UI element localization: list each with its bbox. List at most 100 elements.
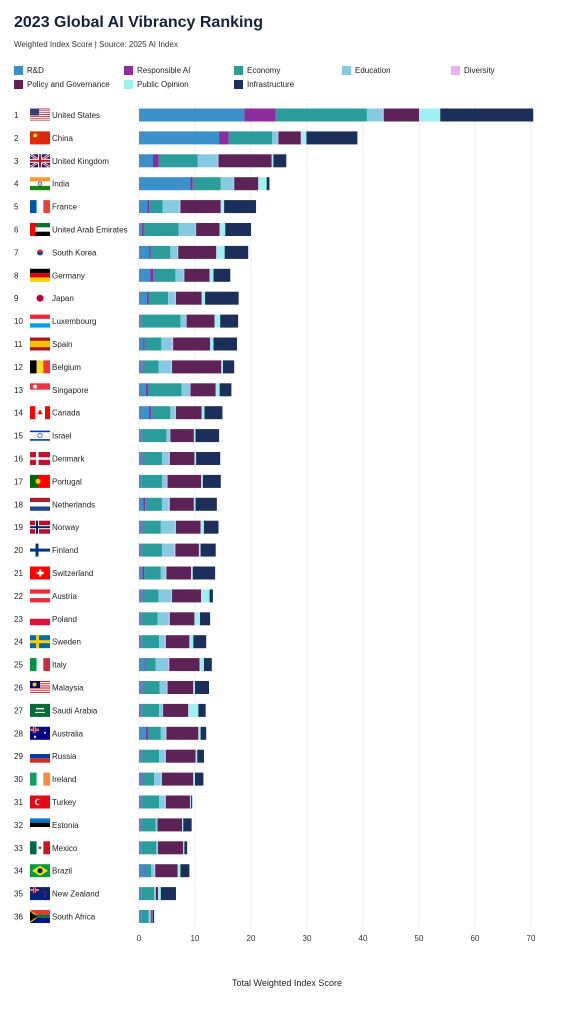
rank-label: 27 <box>14 706 23 715</box>
bar-segment <box>178 245 217 259</box>
legend-item: Diversity <box>451 66 495 75</box>
bar-segment <box>244 108 276 122</box>
bar-segment <box>141 841 142 855</box>
bar-segment <box>142 452 143 465</box>
bar-segment <box>139 337 144 351</box>
bar-segment <box>168 612 170 626</box>
bar-segment <box>198 726 201 740</box>
bar-segment <box>159 749 165 763</box>
flag-part <box>30 758 50 763</box>
x-axis-label: Total Weighted Index Score <box>232 978 342 988</box>
bar-segment <box>158 841 184 855</box>
flag-part <box>30 340 50 348</box>
bar-segment <box>139 177 191 191</box>
bar-segment <box>258 177 267 191</box>
bar-segment <box>218 154 272 168</box>
bar-segment <box>166 566 192 580</box>
bar-segment <box>139 887 142 901</box>
bar-segment <box>139 383 146 397</box>
bar-segment <box>170 245 178 259</box>
flag-part <box>43 658 50 672</box>
bar-segment <box>199 658 204 672</box>
rank-label: 7 <box>14 248 19 257</box>
bar-segment <box>191 566 193 580</box>
bar-segment <box>139 543 142 557</box>
flag-part <box>30 177 50 182</box>
flag-part <box>30 598 50 603</box>
bar-segment <box>168 291 175 305</box>
bar-segment <box>139 658 145 672</box>
country-label: Italy <box>52 661 67 670</box>
bar-segment <box>145 658 156 672</box>
flag-part <box>30 181 50 186</box>
bar-segment <box>165 635 190 649</box>
rank-label: 20 <box>14 546 23 555</box>
bar-segment <box>156 818 158 832</box>
bar-segment <box>139 268 151 282</box>
bar-segment <box>194 452 197 465</box>
flag-part <box>44 895 46 897</box>
bar-segment <box>139 474 142 488</box>
bar-segment <box>139 154 153 168</box>
x-tick-label: 40 <box>359 934 368 943</box>
rank-label: 25 <box>14 661 23 670</box>
flag-part <box>30 273 50 278</box>
bar-segment <box>190 383 216 397</box>
bar-segment <box>161 772 194 786</box>
flag-part <box>43 200 50 214</box>
bar-segment <box>224 200 257 214</box>
bar-segment <box>161 452 169 465</box>
bar-segment <box>233 177 235 191</box>
bar-segment <box>139 612 142 626</box>
bar-segment <box>142 681 160 694</box>
bar-segment <box>195 223 197 236</box>
bar-segment <box>139 360 143 374</box>
flag-part <box>30 113 50 115</box>
bar-segment <box>200 520 204 534</box>
legend-label: Infrastructure <box>247 80 295 89</box>
bar-segment <box>150 268 153 282</box>
bar-segment <box>225 223 251 236</box>
bar-segment <box>201 406 205 420</box>
bar-segment <box>201 589 210 603</box>
bar-segment <box>192 566 216 580</box>
bar-segment <box>142 612 158 626</box>
bar-segment <box>147 726 161 740</box>
rank-label: 3 <box>14 157 19 166</box>
bar-segment <box>139 429 142 443</box>
rank-label: 28 <box>14 729 23 738</box>
rank-label: 31 <box>14 798 23 807</box>
bar-segment <box>139 314 141 328</box>
bar-segment <box>165 795 190 809</box>
bar-segment <box>382 108 384 122</box>
bar-segment <box>192 177 221 191</box>
bar-segment <box>183 268 185 282</box>
country-label: Netherlands <box>52 500 95 509</box>
bar-segment <box>150 910 152 923</box>
flag-part <box>30 120 50 122</box>
bar-segment <box>300 131 307 145</box>
bar-segment <box>141 749 143 763</box>
rank-label: 1 <box>14 111 19 120</box>
bar-segment <box>189 635 194 649</box>
rank-label: 17 <box>14 477 23 486</box>
bar-segment <box>158 589 171 603</box>
bar-segment <box>193 635 207 649</box>
bar-segment <box>173 337 211 351</box>
x-tick-label: 0 <box>137 934 142 943</box>
bar-segment <box>175 268 184 282</box>
country-label: Malaysia <box>52 684 84 693</box>
bar-segment <box>209 268 214 282</box>
bar-segment <box>166 726 199 740</box>
bar-segment <box>197 154 218 168</box>
rank-label: 21 <box>14 569 23 578</box>
bar-segment <box>271 154 274 168</box>
rank-label: 9 <box>14 294 19 303</box>
flag-part <box>30 754 50 759</box>
rank-label: 18 <box>14 500 23 509</box>
bar-segment <box>144 566 161 580</box>
rank-label: 16 <box>14 455 23 464</box>
country-label: Japan <box>52 294 74 303</box>
rank-label: 19 <box>14 523 23 532</box>
bar-segment <box>172 589 202 603</box>
